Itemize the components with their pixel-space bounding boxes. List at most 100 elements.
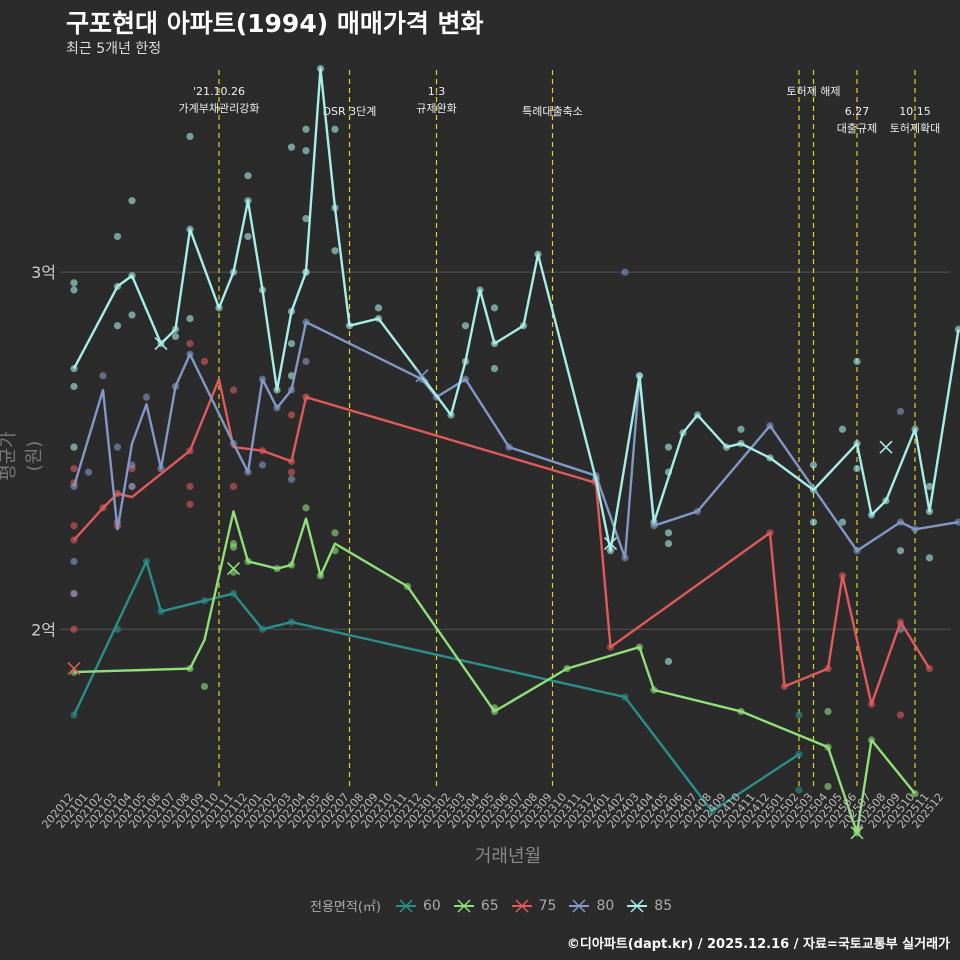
data-point-85 — [186, 132, 194, 141]
data-point-80 — [896, 407, 905, 416]
data-point-85 — [664, 529, 673, 537]
legend-key-x — [572, 898, 586, 913]
footer-credit: ©디아파트(dapt.kr) / 2025.12.16 / 자료=국토교통부 실… — [566, 937, 950, 952]
x-axis-label: 거래년월 — [474, 846, 542, 867]
x-mark-stroke — [415, 369, 429, 383]
y-tick-label: 2억 — [31, 620, 56, 639]
data-point-75 — [70, 522, 78, 530]
data-point-85 — [113, 232, 122, 241]
data-point-85 — [838, 518, 847, 526]
series-line-65 — [73, 510, 916, 835]
data-point-85 — [664, 539, 673, 548]
data-point-80 — [70, 589, 78, 598]
data-point-85 — [244, 232, 252, 241]
event-label: 가계부채관리강화 — [179, 102, 260, 115]
event-label: 10.15 — [899, 105, 931, 118]
data-point-85 — [113, 322, 122, 330]
legend-key-icon — [627, 898, 648, 913]
data-point-65 — [824, 782, 832, 791]
data-point-85 — [302, 214, 310, 223]
legend-key-icon — [511, 898, 532, 913]
series-line-85 — [72, 67, 960, 552]
data-point-80 — [84, 468, 93, 476]
data-point-85 — [171, 332, 180, 341]
legend-key-x — [457, 898, 471, 913]
legend-item-65: 65 — [453, 898, 499, 914]
data-point-85 — [925, 554, 934, 562]
data-point-85 — [809, 461, 818, 469]
data-point-60 — [795, 711, 803, 719]
data-point-85 — [853, 464, 861, 473]
y-axis-label: 평균가(원) — [0, 431, 45, 481]
x-mark-75 — [67, 662, 81, 676]
data-point-80 — [258, 461, 267, 469]
data-point-80 — [128, 482, 136, 491]
data-point-75 — [287, 468, 296, 476]
data-point-75 — [186, 500, 194, 508]
data-point-85 — [664, 443, 673, 451]
chart-subtitle: 최근 5개년 한정 — [66, 41, 162, 57]
data-point-75 — [70, 464, 78, 473]
legend-item-75: 75 — [511, 897, 557, 914]
legend-item-60: 60 — [395, 898, 441, 914]
legend: 전용면적(㎡) 60 65 75 80 85 — [310, 896, 678, 916]
legend-title: 전용면적(㎡) — [310, 900, 381, 915]
data-point-85 — [490, 304, 499, 312]
data-point-75 — [229, 482, 238, 491]
data-point-65 — [229, 543, 238, 551]
event-label: 토허제확대 — [890, 122, 941, 135]
x-mark-65 — [226, 562, 241, 576]
data-point-85 — [853, 357, 861, 366]
x-mark-stroke — [879, 440, 893, 454]
data-point-85 — [70, 286, 78, 294]
x-mark-85 — [879, 440, 893, 454]
x-mark-stroke — [226, 562, 241, 576]
legend-key-x — [630, 898, 644, 913]
data-point-85 — [838, 425, 847, 433]
legend-item-85: 85 — [626, 898, 672, 914]
event-label: 대출규제 — [837, 122, 877, 135]
data-point-85 — [70, 443, 78, 451]
data-point-85 — [128, 311, 136, 319]
legend-key-icon — [395, 898, 416, 913]
data-point-85 — [809, 518, 818, 526]
data-point-65 — [302, 504, 310, 512]
legend-label: 65 — [480, 897, 499, 914]
event-label: 6.27 — [845, 105, 870, 118]
x-mark-stroke — [67, 662, 81, 676]
series-line-80 — [72, 320, 959, 560]
x-mark-85 — [603, 537, 618, 551]
data-point-85 — [70, 279, 78, 287]
data-point-75 — [287, 411, 296, 419]
data-point-85 — [737, 425, 745, 433]
data-point-75 — [229, 386, 238, 394]
legend-label: 60 — [422, 897, 441, 914]
x-mark-65 — [850, 826, 864, 840]
data-point-85 — [70, 382, 78, 391]
data-point-65 — [824, 707, 832, 716]
legend-key-x — [399, 898, 413, 913]
legend-label: 80 — [596, 897, 615, 914]
data-point-85 — [331, 247, 339, 255]
legend-label: 75 — [538, 897, 557, 914]
data-point-80 — [128, 461, 136, 469]
y-tick-label: 3억 — [31, 263, 56, 282]
legend-label: 85 — [654, 897, 673, 914]
data-point-85 — [186, 314, 194, 323]
x-mark-stroke — [154, 337, 168, 351]
event-label: '21.10.26 — [193, 85, 245, 98]
x-mark-80 — [415, 369, 429, 383]
legend-key-icon — [569, 898, 590, 913]
x-mark-stroke — [850, 826, 864, 840]
data-point-85 — [128, 197, 136, 205]
data-point-80 — [287, 475, 296, 483]
data-point-80 — [113, 443, 122, 451]
data-point-85 — [244, 172, 252, 180]
data-point-75 — [70, 625, 78, 633]
data-point-80 — [302, 357, 310, 366]
data-point-75 — [200, 357, 209, 366]
data-point-65 — [200, 682, 209, 691]
data-point-85 — [490, 364, 499, 373]
data-point-80 — [142, 393, 151, 401]
data-point-85 — [925, 482, 934, 491]
